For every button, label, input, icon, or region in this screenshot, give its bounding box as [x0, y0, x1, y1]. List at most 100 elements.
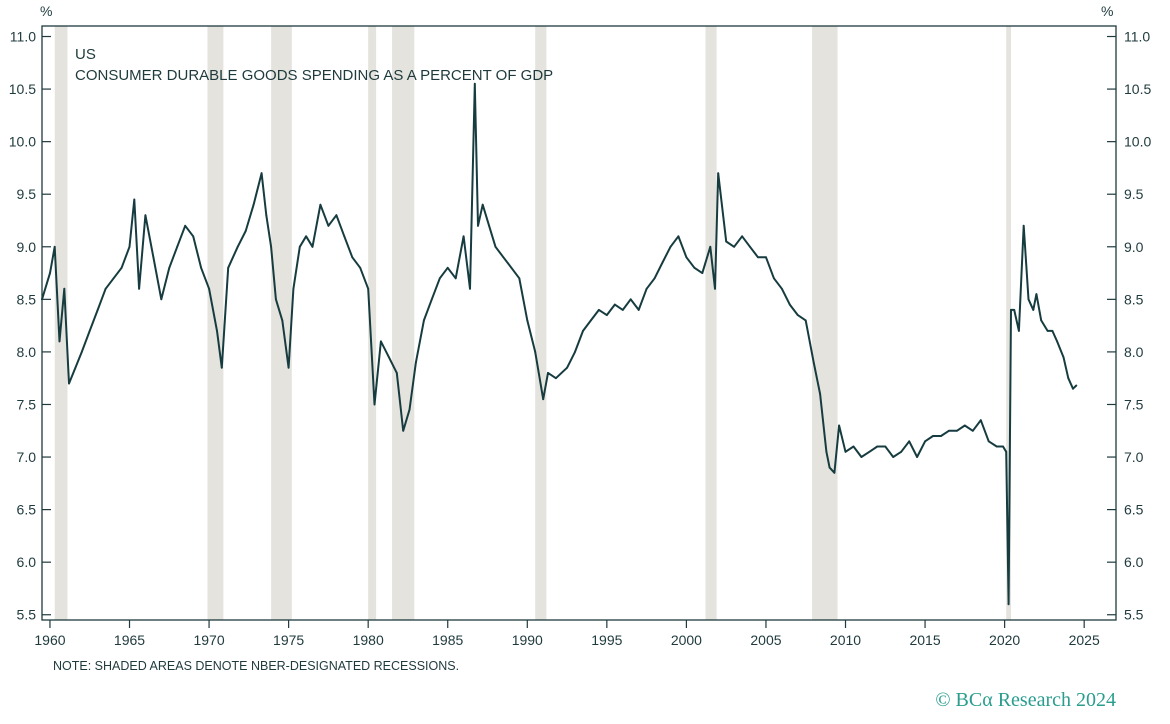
data-point — [725, 240, 728, 243]
y-tick-label-left: 11.0 — [10, 29, 36, 45]
data-point — [144, 214, 147, 217]
data-point — [653, 277, 656, 280]
y-tick-label-left: 7.5 — [17, 396, 37, 412]
data-point — [1056, 340, 1058, 343]
data-point — [152, 256, 155, 259]
y-tick-label-right: 10.0 — [1124, 134, 1151, 150]
data-point — [518, 277, 521, 280]
y-tick-label-right: 9.5 — [1124, 186, 1144, 202]
y-tick-label-left: 5.5 — [17, 607, 37, 623]
data-point — [481, 203, 484, 206]
data-point — [717, 172, 720, 175]
data-point — [244, 230, 247, 232]
data-point — [932, 435, 934, 437]
data-point — [833, 471, 836, 474]
data-point — [275, 298, 277, 301]
data-point — [335, 214, 338, 217]
chart-axes — [41, 25, 1117, 621]
y-tick-label-right: 9.0 — [1124, 239, 1144, 255]
data-point — [367, 287, 370, 290]
data-point — [908, 440, 911, 443]
data-point — [423, 319, 425, 322]
data-point — [74, 366, 77, 369]
data-point — [773, 277, 775, 280]
data-point — [987, 440, 990, 443]
data-point — [590, 319, 592, 322]
y-tick-label-right: 7.5 — [1124, 396, 1144, 412]
data-point — [1002, 445, 1004, 448]
plot-frame — [41, 25, 1117, 621]
data-point — [838, 424, 840, 427]
data-point — [104, 287, 107, 290]
data-point — [868, 450, 871, 453]
y-tick-label-left: 10.5 — [9, 81, 36, 97]
data-point — [227, 266, 230, 269]
data-point — [852, 445, 855, 448]
data-point — [319, 203, 322, 206]
data-point — [402, 429, 405, 432]
data-point — [900, 450, 903, 453]
data-point — [844, 450, 847, 453]
left-axis-unit-label: % — [40, 3, 52, 19]
data-point — [49, 272, 51, 274]
data-point — [825, 450, 828, 453]
y-tick-label-left: 8.0 — [17, 344, 37, 360]
x-tick-label: 1965 — [114, 632, 145, 648]
recession-band — [368, 26, 377, 620]
data-point — [1035, 293, 1038, 295]
recession-note: NOTE: SHADED AREAS DENOTE NBER-DESIGNATE… — [53, 659, 459, 673]
data-point — [566, 366, 568, 369]
y-tick-label-left: 7.0 — [17, 449, 37, 465]
data-point — [804, 319, 807, 322]
data-point — [446, 266, 449, 269]
data-point — [892, 456, 895, 458]
data-point — [469, 287, 471, 290]
y-tick-label-left: 10.0 — [9, 134, 36, 150]
data-point — [749, 245, 751, 248]
data-point — [395, 372, 398, 374]
data-point — [884, 445, 887, 448]
x-tick-label: 2015 — [909, 632, 940, 648]
series-line — [41, 82, 1078, 606]
data-point — [200, 266, 203, 269]
data-point — [1051, 330, 1054, 332]
data-point — [53, 245, 56, 248]
data-point — [488, 224, 490, 227]
data-point — [220, 366, 223, 369]
recession-bands — [54, 26, 1011, 620]
data-point — [160, 298, 163, 301]
x-tick-label: 1980 — [353, 632, 384, 648]
x-tick-label: 2025 — [1069, 632, 1100, 648]
data-point — [1005, 450, 1008, 453]
chart-title: US — [75, 46, 96, 63]
data-point — [1075, 384, 1078, 387]
data-point — [582, 330, 584, 332]
axis-ticks: 5.5 5.5 6.0 6.0 6.5 6.5 7.0 7.0 7.5 7.5 8.0 8.0 8.5 8… — [9, 29, 1152, 648]
data-point — [979, 419, 982, 422]
data-point — [133, 198, 136, 201]
data-point — [311, 245, 314, 248]
y-tick-label-left: 8.5 — [17, 291, 37, 307]
data-point — [252, 203, 255, 206]
copyright-text: © BCα Research 2024 — [935, 689, 1116, 711]
data-point — [1032, 309, 1035, 311]
data-point — [629, 298, 632, 301]
data-point — [812, 361, 815, 364]
data-point — [305, 235, 307, 238]
data-point — [574, 351, 576, 353]
data-point — [216, 330, 218, 332]
data-point — [765, 256, 767, 259]
y-tick-label-right: 5.5 — [1124, 607, 1144, 623]
data-point — [542, 398, 545, 401]
data-point — [281, 319, 284, 322]
data-point — [112, 277, 115, 280]
chart-subtitle: CONSUMER DURABLE GOODS SPENDING AS A PER… — [75, 67, 553, 84]
data-point — [192, 235, 195, 238]
data-point — [287, 366, 290, 369]
data-point — [1072, 387, 1074, 390]
x-tick-label: 2000 — [671, 632, 702, 648]
data-point — [621, 309, 624, 311]
data-point — [677, 235, 680, 238]
y-tick-label-right: 8.0 — [1124, 344, 1144, 360]
